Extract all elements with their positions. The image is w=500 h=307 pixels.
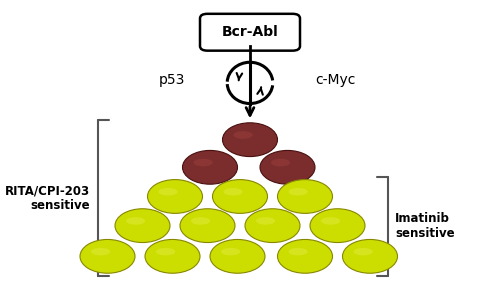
Ellipse shape: [288, 248, 308, 255]
Circle shape: [278, 239, 332, 273]
Ellipse shape: [91, 248, 110, 255]
Ellipse shape: [158, 188, 178, 196]
Ellipse shape: [234, 131, 253, 139]
Text: p53: p53: [158, 73, 185, 87]
FancyBboxPatch shape: [200, 14, 300, 51]
Circle shape: [210, 239, 265, 273]
Circle shape: [342, 239, 398, 273]
Text: Imatinib
sensitive: Imatinib sensitive: [395, 212, 454, 240]
Circle shape: [180, 209, 235, 243]
Circle shape: [310, 209, 365, 243]
Ellipse shape: [271, 159, 290, 166]
Ellipse shape: [224, 188, 243, 196]
Text: c-Myc: c-Myc: [315, 73, 356, 87]
Circle shape: [115, 209, 170, 243]
Circle shape: [148, 180, 203, 213]
Circle shape: [260, 150, 315, 184]
Text: Bcr-Abl: Bcr-Abl: [222, 25, 278, 39]
Circle shape: [145, 239, 200, 273]
Circle shape: [245, 209, 300, 243]
Ellipse shape: [126, 217, 145, 225]
Ellipse shape: [156, 248, 176, 255]
Ellipse shape: [256, 217, 275, 225]
Ellipse shape: [191, 217, 210, 225]
Circle shape: [278, 180, 332, 213]
Text: RITA/CPI-203
sensitive: RITA/CPI-203 sensitive: [5, 184, 90, 212]
Ellipse shape: [321, 217, 340, 225]
Ellipse shape: [354, 248, 373, 255]
Ellipse shape: [221, 248, 240, 255]
Ellipse shape: [194, 159, 213, 166]
Ellipse shape: [288, 188, 308, 196]
Circle shape: [80, 239, 135, 273]
Circle shape: [212, 180, 268, 213]
Circle shape: [222, 123, 278, 157]
Circle shape: [182, 150, 238, 184]
